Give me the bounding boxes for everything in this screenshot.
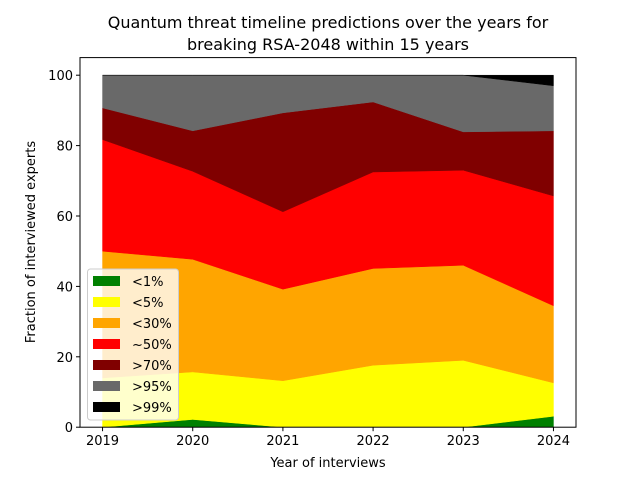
legend-label-2: <30% — [132, 317, 172, 332]
x-tick-label: 2024 — [537, 434, 570, 449]
chart-title-line-1: Quantum threat timeline predictions over… — [108, 13, 549, 32]
y-tick-label: 100 — [48, 69, 73, 84]
x-tick-label: 2022 — [357, 434, 390, 449]
y-axis-label: Fraction of interviewed experts — [24, 141, 39, 343]
y-tick-label: 0 — [65, 421, 73, 436]
legend-swatch-3 — [93, 339, 120, 349]
legend-swatch-0 — [93, 276, 120, 286]
chart-title-line-2: breaking RSA-2048 within 15 years — [187, 35, 469, 54]
x-axis-label: Year of interviews — [269, 456, 386, 471]
x-tick-label: 2020 — [176, 434, 209, 449]
legend-swatch-2 — [93, 318, 120, 328]
legend-label-6: >99% — [132, 401, 172, 416]
legend-swatch-4 — [93, 360, 120, 370]
legend-swatch-6 — [93, 402, 120, 412]
y-tick-label: 20 — [56, 351, 73, 366]
x-tick-label: 2019 — [86, 434, 119, 449]
area-series-6 — [102, 74, 554, 87]
legend-label-4: >70% — [132, 359, 172, 374]
axes-frame — [79, 57, 577, 428]
x-ticks: 2019 2020 2021 2022 2023 2024 — [86, 427, 570, 449]
y-tick-label: 40 — [56, 280, 73, 295]
legend: <1% <5% <30% ~50% >70% >95% >99% — [87, 268, 179, 421]
areas-group — [102, 74, 554, 428]
y-tick-label: 80 — [56, 140, 73, 155]
legend-label-5: >95% — [132, 380, 172, 395]
x-tick-label: 2023 — [447, 434, 480, 449]
y-tick-label: 60 — [56, 210, 73, 225]
y-ticks: 0 20 40 60 80 100 — [48, 69, 80, 436]
legend-swatch-1 — [93, 297, 120, 307]
legend-label-3: ~50% — [132, 338, 172, 353]
legend-label-1: <5% — [132, 296, 164, 311]
x-tick-label: 2021 — [266, 434, 299, 449]
legend-label-0: <1% — [132, 275, 164, 290]
legend-swatch-5 — [93, 381, 120, 391]
